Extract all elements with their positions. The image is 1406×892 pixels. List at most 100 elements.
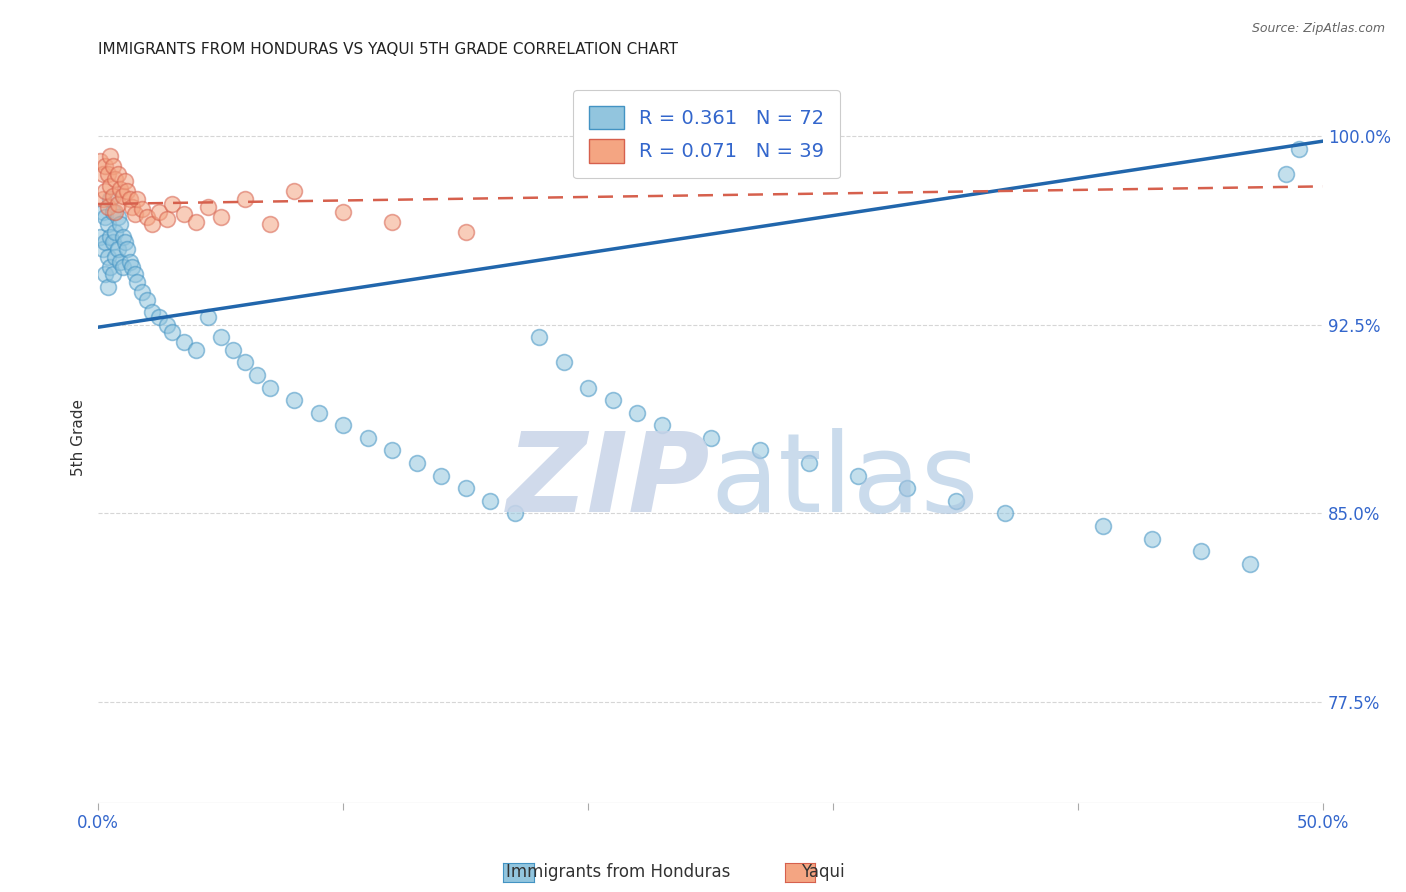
Point xyxy=(118,255,141,269)
Point xyxy=(233,192,256,206)
Point xyxy=(104,204,127,219)
Text: Immigrants from Honduras: Immigrants from Honduras xyxy=(506,863,731,881)
Point xyxy=(209,210,232,224)
Point xyxy=(107,210,129,224)
Point xyxy=(479,493,502,508)
Point xyxy=(114,235,136,249)
Point xyxy=(98,149,121,163)
Point xyxy=(797,456,820,470)
Point xyxy=(1189,544,1212,558)
Point xyxy=(246,368,269,382)
Point xyxy=(405,456,427,470)
Point xyxy=(124,268,146,282)
Point xyxy=(127,275,149,289)
Point xyxy=(651,418,673,433)
Point xyxy=(118,192,141,206)
Point xyxy=(131,285,153,299)
Point xyxy=(156,212,179,227)
Point xyxy=(141,217,163,231)
Point xyxy=(576,381,599,395)
Point xyxy=(101,235,124,249)
Point xyxy=(283,393,305,408)
Point xyxy=(160,325,183,339)
Point xyxy=(114,174,136,188)
Point xyxy=(97,280,120,294)
Point xyxy=(1140,532,1163,546)
Point xyxy=(97,217,120,231)
Point xyxy=(356,431,378,445)
Point xyxy=(381,214,404,228)
Text: Source: ZipAtlas.com: Source: ZipAtlas.com xyxy=(1251,22,1385,36)
Point xyxy=(94,268,117,282)
Point xyxy=(148,310,170,325)
Point xyxy=(91,192,114,206)
Point xyxy=(173,207,195,221)
Point xyxy=(994,507,1017,521)
Point xyxy=(98,192,121,206)
Point xyxy=(602,393,624,408)
Point xyxy=(259,217,281,231)
Point xyxy=(91,242,114,256)
Point xyxy=(1091,519,1114,533)
Point xyxy=(332,204,354,219)
Text: Yaqui: Yaqui xyxy=(800,863,845,881)
Point xyxy=(98,260,121,274)
Point xyxy=(136,293,159,307)
Point xyxy=(141,305,163,319)
Point xyxy=(1288,142,1310,156)
Point xyxy=(626,406,648,420)
Point xyxy=(98,229,121,244)
Point xyxy=(104,171,127,186)
Point xyxy=(104,225,127,239)
Point xyxy=(1239,557,1261,571)
Point xyxy=(111,260,134,274)
Point xyxy=(101,268,124,282)
Point xyxy=(117,242,139,256)
Point xyxy=(89,229,111,244)
Point xyxy=(896,481,918,495)
Point xyxy=(308,406,330,420)
Point xyxy=(108,182,131,196)
Point xyxy=(846,468,869,483)
Point xyxy=(97,200,120,214)
Point xyxy=(131,202,153,216)
Point xyxy=(160,197,183,211)
Point xyxy=(148,204,170,219)
Point xyxy=(111,229,134,244)
Point xyxy=(121,260,143,274)
Point xyxy=(101,204,124,219)
Point xyxy=(89,154,111,169)
Point xyxy=(156,318,179,332)
Point xyxy=(527,330,550,344)
Point xyxy=(136,210,159,224)
Point xyxy=(699,431,721,445)
Point xyxy=(283,185,305,199)
Point xyxy=(209,330,232,344)
Point xyxy=(332,418,354,433)
Point xyxy=(233,355,256,369)
Point xyxy=(98,179,121,194)
Text: atlas: atlas xyxy=(710,428,979,535)
Point xyxy=(108,217,131,231)
Point xyxy=(94,159,117,173)
Point xyxy=(101,159,124,173)
Point xyxy=(108,255,131,269)
Text: ZIP: ZIP xyxy=(508,428,710,535)
Point xyxy=(117,185,139,199)
Point xyxy=(94,235,117,249)
Point xyxy=(197,310,219,325)
Point xyxy=(503,507,526,521)
Y-axis label: 5th Grade: 5th Grade xyxy=(72,400,86,476)
Point xyxy=(111,189,134,203)
Point xyxy=(184,214,207,228)
Point xyxy=(222,343,245,357)
Point xyxy=(124,207,146,221)
Text: IMMIGRANTS FROM HONDURAS VS YAQUI 5TH GRADE CORRELATION CHART: IMMIGRANTS FROM HONDURAS VS YAQUI 5TH GR… xyxy=(98,42,678,57)
Point xyxy=(430,468,453,483)
Point xyxy=(184,343,207,357)
Point xyxy=(945,493,967,508)
Point xyxy=(1275,167,1298,181)
Point xyxy=(94,210,117,224)
Point xyxy=(91,204,114,219)
Point xyxy=(97,167,120,181)
